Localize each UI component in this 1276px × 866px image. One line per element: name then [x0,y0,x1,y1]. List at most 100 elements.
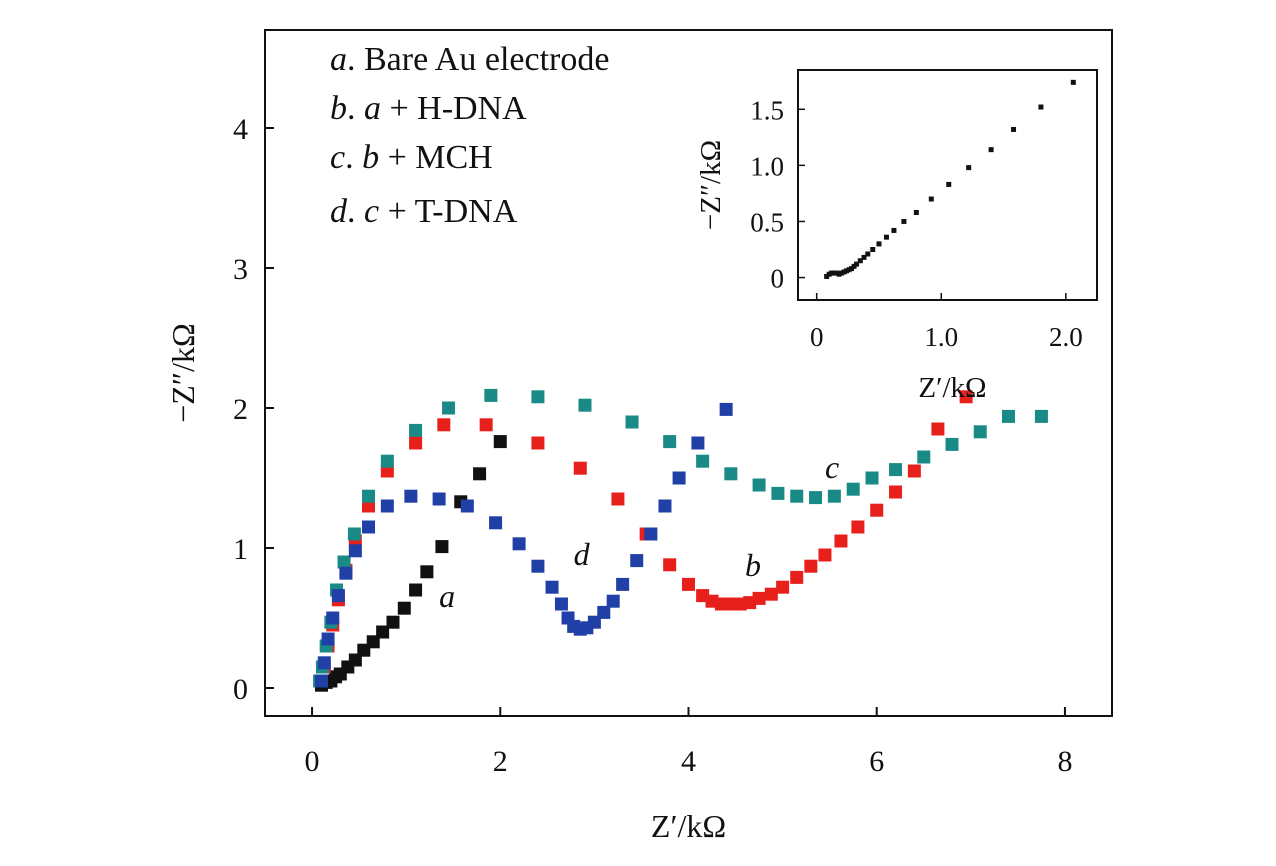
y-tick-label: 2 [233,393,248,426]
data-point-b [870,503,884,517]
data-point-a [420,565,434,579]
data-point-d [326,611,340,625]
data-point-b [437,418,451,432]
legend-part: d [330,193,348,230]
data-point-a [397,601,411,615]
data-point-d [616,577,630,591]
legend-entry-b: b. a + H-DNA [330,90,527,127]
inset-data-point [876,241,882,247]
data-point-d [432,492,446,506]
data-point-c [362,489,376,503]
data-point-d [672,471,686,485]
x-tick-label: 0 [305,745,320,778]
data-point-a [348,653,362,667]
data-point-c [347,527,361,541]
inset-y-tick-label: 0.5 [750,207,784,237]
inset-x-tick-label: 0 [810,322,824,352]
x-tick-label: 6 [869,745,884,778]
legend-entry-a: a. Bare Au electrode [330,41,609,78]
data-point-c [531,390,545,404]
curve-label-d: d [574,536,591,572]
data-point-d [314,674,328,688]
data-point-d [545,580,559,594]
data-point-b [804,559,818,573]
y-tick-label: 3 [233,253,248,286]
data-point-b [573,461,587,475]
inset-data-point [946,181,952,187]
data-point-b [531,436,545,450]
data-point-d [317,656,331,670]
inset-x-axis-title: Z′/kΩ [918,372,986,404]
inset-y-tick-label: 0 [771,264,785,294]
data-point-b [931,422,945,436]
legend-entry-c: c. b + MCH [330,139,493,176]
data-point-c [484,388,498,402]
data-point-c [790,489,804,503]
x-axis-title: Z′/kΩ [651,808,726,844]
data-point-c [578,398,592,412]
data-point-d [512,537,526,551]
data-point-d [489,516,503,530]
inset-data-point [861,254,867,260]
data-point-d [339,566,353,580]
data-point-c [442,401,456,415]
data-point-c [945,437,959,451]
data-point-c [663,435,677,449]
data-point-d [644,527,658,541]
data-point-b [889,485,903,499]
legend-part: a [330,41,347,78]
inset-data-point [1070,79,1076,85]
inset-x-tick-label: 2.0 [1049,322,1083,352]
data-point-b [776,580,790,594]
data-point-b [907,464,921,478]
data-point-c [380,454,394,468]
data-point-d [331,589,345,603]
data-point-d [554,597,568,611]
data-point-d [321,632,335,646]
inset-data-point [870,247,876,253]
data-point-d [587,615,601,629]
data-point-c [846,482,860,496]
data-point-b [851,520,865,534]
legend-part: + MCH [379,139,493,176]
data-point-d [460,499,474,513]
data-point-a [386,615,400,629]
legend-part: . Bare Au electrode [347,41,609,78]
inset-data-point [913,209,919,215]
inset-y-tick-label: 1.0 [750,151,784,181]
data-point-c [973,425,987,439]
data-point-b [409,436,423,450]
data-point-c [724,467,738,481]
series-c [313,388,1048,688]
data-point-d [362,520,376,534]
data-point-d [719,402,733,416]
inset-data-point [1011,126,1017,132]
data-point-d [630,554,644,568]
legend-part: c [330,139,345,176]
data-point-c [865,471,879,485]
data-point-b [790,570,804,584]
data-point-d [531,559,545,573]
inset-data-point [928,196,934,202]
series-d [314,402,733,688]
inset-series [824,79,1076,279]
inset-data-point [988,147,994,153]
inset-y-axis-title: −Z″/kΩ [695,140,727,230]
data-point-b [380,464,394,478]
data-point-d [380,499,394,513]
curve-label-a: a [439,578,455,614]
y-tick-label: 0 [233,673,248,706]
data-point-c [409,423,423,437]
inset-x-tick-label: 1.0 [924,322,958,352]
legend-part: a [364,90,381,127]
inset-data-point [966,165,972,171]
data-point-a [366,635,380,649]
legend-part: + H-DNA [381,90,527,127]
data-point-d [606,594,620,608]
x-tick-label: 4 [681,745,696,778]
curve-label-c: c [825,449,839,485]
data-point-b [362,499,376,513]
curve-label-b: b [745,547,761,583]
